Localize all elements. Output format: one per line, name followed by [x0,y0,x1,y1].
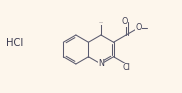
Text: Cl: Cl [122,63,130,72]
Text: HCl: HCl [6,38,24,48]
Text: O: O [135,23,142,32]
Text: O: O [121,17,128,26]
Text: N: N [98,60,104,69]
Text: —: — [99,21,103,25]
